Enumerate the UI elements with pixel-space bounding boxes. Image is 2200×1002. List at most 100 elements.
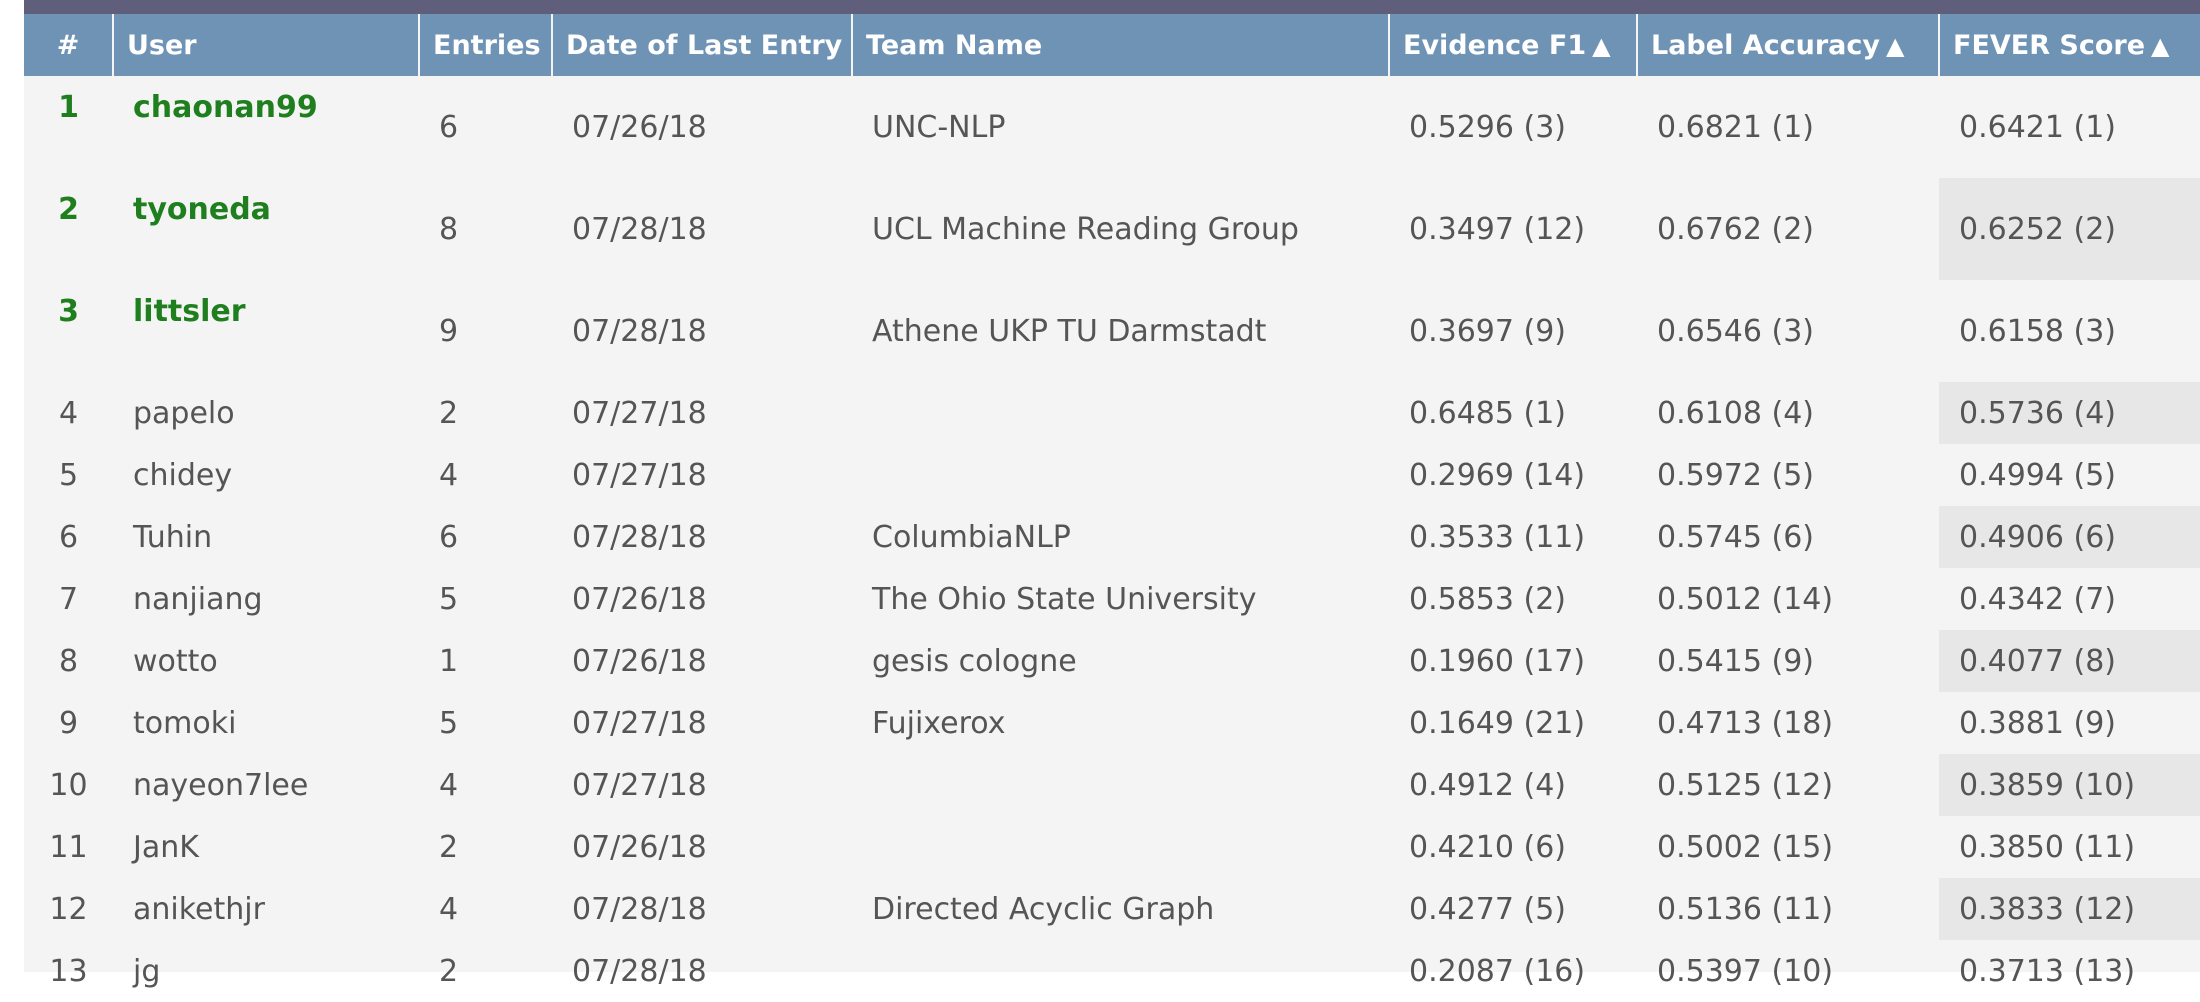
date-cell: 07/26/18 — [572, 581, 707, 617]
fever-score-cell: 0.3859 (10) — [1939, 754, 2200, 816]
user-link[interactable]: nanjiang — [133, 581, 263, 617]
fever-score-cell: 0.3850 (11) — [1959, 829, 2136, 865]
entries-cell: 5 — [439, 581, 459, 617]
header-entries[interactable]: Entries — [419, 14, 553, 76]
leaderboard-body: 1 chaonan99 6 07/26/18 UNC-NLP 0.5296 (3) 0.68… — [24, 76, 2200, 1002]
sort-ascending-icon[interactable]: ▲ — [1592, 31, 1611, 60]
header-fever-score-label: FEVER Score — [1953, 29, 2146, 61]
header-entries-label: Entries — [433, 29, 541, 61]
label-accuracy-cell: 0.6546 (3) — [1657, 313, 1815, 349]
leaderboard-table: # User Entries Date of Last Entry Team N… — [24, 14, 2200, 1002]
evidence-f1-cell: 0.6485 (1) — [1409, 395, 1567, 431]
date-cell: 07/26/18 — [572, 829, 707, 865]
entries-cell: 1 — [439, 643, 459, 679]
header-team[interactable]: Team Name — [852, 14, 1390, 76]
fever-score-cell: 0.6158 (3) — [1959, 313, 2117, 349]
team-name-cell — [852, 816, 1389, 878]
header-fever-score[interactable]: FEVER Score ▲ — [1939, 14, 2200, 76]
table-row: 12 anikethjr 4 07/28/18 Directed Acyclic Gra… — [24, 878, 2200, 940]
date-cell: 07/28/18 — [572, 953, 707, 989]
evidence-f1-cell: 0.4277 (5) — [1409, 891, 1567, 927]
leaderboard-panel: # User Entries Date of Last Entry Team N… — [24, 14, 2200, 989]
evidence-f1-cell: 0.1649 (21) — [1409, 705, 1586, 741]
header-label-accuracy[interactable]: Label Accuracy ▲ — [1637, 14, 1940, 76]
rank-cell: 4 — [58, 395, 79, 431]
date-cell: 07/27/18 — [572, 395, 707, 431]
rank-cell: 7 — [58, 581, 79, 617]
sort-ascending-icon[interactable]: ▲ — [1886, 31, 1905, 60]
table-row: 9 tomoki 5 07/27/18 Fujixerox 0.1649 (21) 0.47… — [24, 692, 2200, 754]
user-cell: tyoneda — [113, 178, 419, 280]
team-name-cell: UCL Machine Reading Group — [872, 211, 1299, 247]
entries-cell: 2 — [439, 829, 459, 865]
label-accuracy-cell: 0.6821 (1) — [1657, 109, 1815, 145]
header-date-label: Date of Last Entry — [566, 29, 843, 61]
date-cell: 07/28/18 — [572, 313, 707, 349]
team-name-cell: ColumbiaNLP — [872, 519, 1071, 555]
header-date[interactable]: Date of Last Entry — [552, 14, 853, 76]
date-cell: 07/27/18 — [572, 457, 707, 493]
rank-cell: 1 — [58, 90, 79, 125]
evidence-f1-cell: 0.4912 (4) — [1409, 767, 1567, 803]
user-cell: Tuhin — [113, 506, 419, 568]
entries-cell: 9 — [439, 313, 459, 349]
team-name-cell: The Ohio State University — [872, 581, 1257, 617]
header-team-label: Team Name — [866, 29, 1043, 61]
entries-cell: 4 — [439, 891, 459, 927]
user-link[interactable]: anikethjr — [133, 891, 265, 927]
entries-cell: 6 — [439, 109, 459, 145]
rank-cell: 2 — [58, 192, 79, 227]
table-row: 10 nayeon7lee 4 07/27/18 0.4912 (4) 0.5125 (1… — [24, 754, 2200, 816]
team-name-cell — [852, 444, 1389, 506]
user-cell: JanK — [113, 816, 419, 878]
label-accuracy-cell: 0.6762 (2) — [1657, 211, 1815, 247]
user-link[interactable]: littsler — [133, 294, 246, 329]
user-link[interactable]: chidey — [133, 457, 233, 493]
entries-cell: 8 — [439, 211, 459, 247]
user-cell: nayeon7lee — [113, 754, 419, 816]
team-name-cell — [852, 754, 1389, 816]
fever-score-cell: 0.3881 (9) — [1959, 705, 2117, 741]
user-link[interactable]: JanK — [133, 829, 199, 865]
table-row: 11 JanK 2 07/26/18 0.4210 (6) 0.5002 (15) 0.38… — [24, 816, 2200, 878]
label-accuracy-cell: 0.5012 (14) — [1657, 581, 1834, 617]
team-name-cell: gesis cologne — [872, 643, 1077, 679]
entries-cell: 6 — [439, 519, 459, 555]
user-link[interactable]: nayeon7lee — [133, 767, 309, 803]
user-link[interactable]: jg — [133, 953, 161, 989]
header-evidence-f1-label: Evidence F1 — [1403, 29, 1587, 61]
header-rank[interactable]: # — [24, 14, 114, 76]
fever-score-cell: 0.5736 (4) — [1939, 382, 2200, 444]
user-link[interactable]: tyoneda — [133, 192, 271, 227]
header-evidence-f1[interactable]: Evidence F1 ▲ — [1389, 14, 1638, 76]
rank-cell: 9 — [58, 705, 79, 741]
label-accuracy-cell: 0.5002 (15) — [1657, 829, 1834, 865]
rank-cell: 6 — [58, 519, 79, 555]
header-user[interactable]: User — [113, 14, 420, 76]
team-name-cell: Fujixerox — [872, 705, 1006, 741]
rank-cell: 8 — [58, 643, 79, 679]
entries-cell: 5 — [439, 705, 459, 741]
evidence-f1-cell: 0.4210 (6) — [1409, 829, 1567, 865]
entries-cell: 2 — [439, 953, 459, 989]
sort-ascending-icon[interactable]: ▲ — [2151, 31, 2170, 60]
user-cell: chaonan99 — [113, 76, 419, 178]
table-row: 5 chidey 4 07/27/18 0.2969 (14) 0.5972 (5) 0.4… — [24, 444, 2200, 506]
fever-score-cell: 0.4994 (5) — [1959, 457, 2117, 493]
user-link[interactable]: Tuhin — [133, 519, 213, 555]
user-link[interactable]: chaonan99 — [133, 90, 318, 125]
user-link[interactable]: wotto — [133, 643, 218, 679]
team-name-cell — [852, 940, 1389, 1002]
user-cell: jg — [113, 940, 419, 1002]
rank-cell: 11 — [49, 829, 88, 865]
user-cell: papelo — [113, 382, 419, 444]
fever-score-cell: 0.6252 (2) — [1939, 178, 2200, 280]
date-cell: 07/28/18 — [572, 211, 707, 247]
user-link[interactable]: papelo — [133, 395, 235, 431]
table-row: 1 chaonan99 6 07/26/18 UNC-NLP 0.5296 (3) 0.68… — [24, 76, 2200, 178]
user-link[interactable]: tomoki — [133, 705, 237, 741]
user-cell: chidey — [113, 444, 419, 506]
date-cell: 07/28/18 — [572, 891, 707, 927]
table-row: 13 jg 2 07/28/18 0.2087 (16) 0.5397 (10) 0.371… — [24, 940, 2200, 1002]
rank-cell: 10 — [49, 767, 88, 803]
